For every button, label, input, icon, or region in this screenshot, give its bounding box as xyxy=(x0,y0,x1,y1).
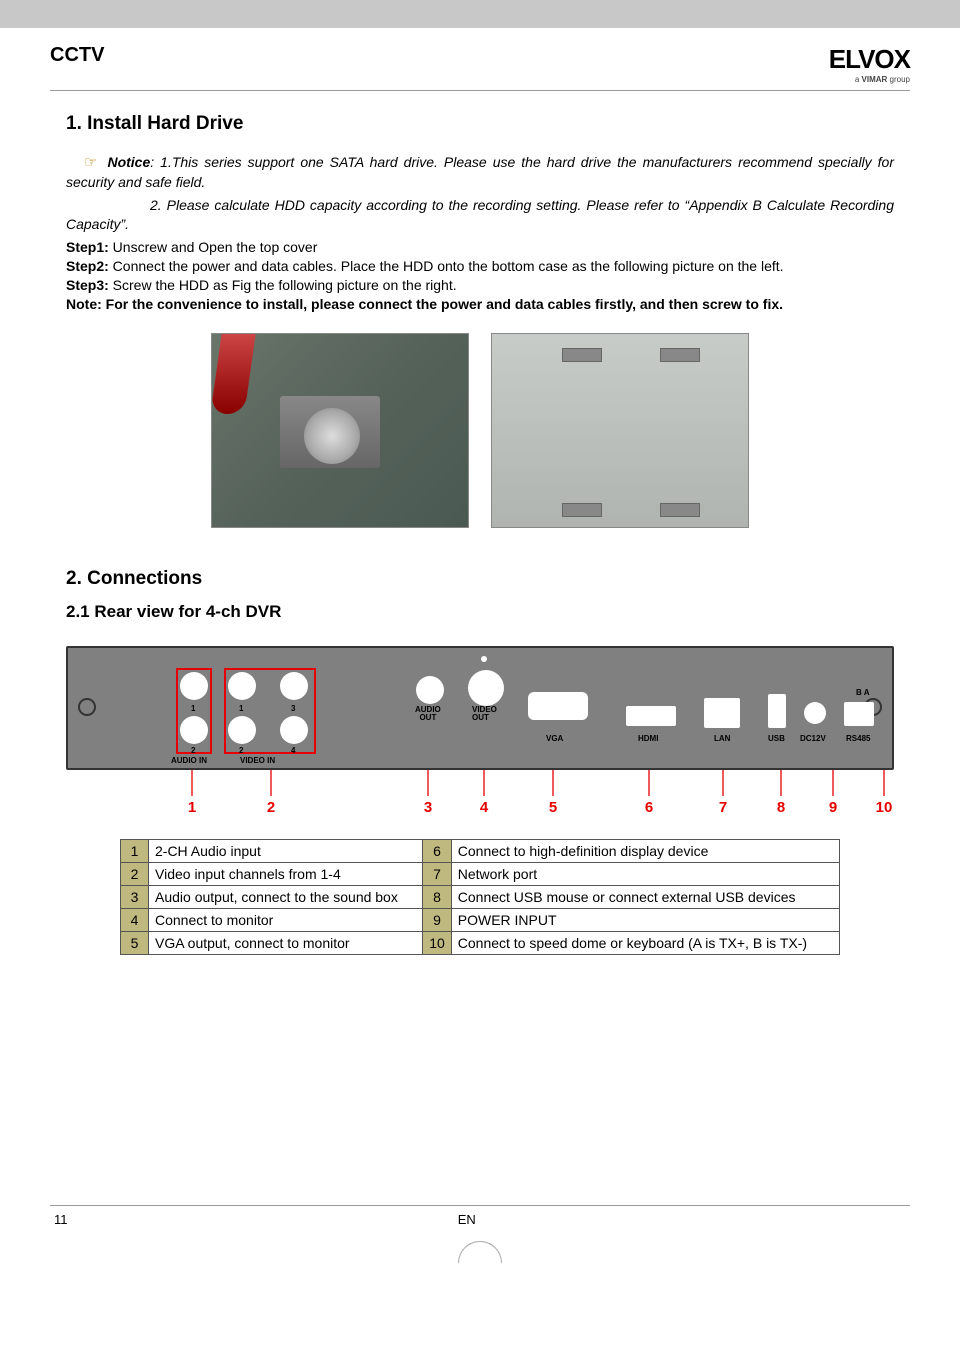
connector-dc xyxy=(804,702,826,724)
page-language: EN xyxy=(458,1212,476,1227)
table-row: 4Connect to monitor9POWER INPUT xyxy=(121,909,840,932)
label-2: 2 xyxy=(191,746,195,755)
page-arc-icon xyxy=(458,1241,502,1263)
svg-text:4: 4 xyxy=(480,799,489,816)
svg-text:8: 8 xyxy=(777,799,785,816)
port-number-cell: 2 xyxy=(121,863,149,886)
ports-table: 12-CH Audio input6Connect to high-defini… xyxy=(120,839,840,955)
port-number-cell: 9 xyxy=(423,909,452,932)
section-2-1-title: 2.1 Rear view for 4-ch DVR xyxy=(66,602,894,622)
photo-hdd-cables xyxy=(211,333,469,528)
doc-category: CCTV xyxy=(50,44,104,67)
rear-panel-figure: 1 2 AUDIO IN 1 3 2 4 VIDEO IN AUDIOOUT V… xyxy=(66,646,894,821)
svg-text:5: 5 xyxy=(549,799,557,816)
label-video-in: VIDEO IN xyxy=(240,756,275,765)
port-desc-cell: Audio output, connect to the sound box xyxy=(149,886,423,909)
brand-logo: ELVOX a VIMAR group xyxy=(829,44,910,84)
step-3: Step3: Screw the HDD as Fig the followin… xyxy=(66,276,894,295)
connector-usb xyxy=(768,694,786,728)
label-2b: 2 xyxy=(239,746,243,755)
photo-row xyxy=(66,333,894,528)
label-dc: DC12V xyxy=(800,734,826,743)
table-row: 5VGA output, connect to monitor10Connect… xyxy=(121,932,840,955)
connector-hdmi xyxy=(626,706,676,726)
port-number-cell: 6 xyxy=(423,840,452,863)
label-3: 3 xyxy=(291,704,295,713)
svg-text:2: 2 xyxy=(267,799,275,816)
step-1: Step1: Unscrew and Open the top cover xyxy=(66,238,894,257)
rear-panel: 1 2 AUDIO IN 1 3 2 4 VIDEO IN AUDIOOUT V… xyxy=(66,646,894,770)
connector-rs485 xyxy=(844,702,874,726)
port-desc-cell: POWER INPUT xyxy=(451,909,839,932)
window-titlebar xyxy=(0,0,960,28)
port-number-cell: 4 xyxy=(121,909,149,932)
svg-text:7: 7 xyxy=(719,799,727,816)
svg-text:3: 3 xyxy=(424,799,432,816)
connector-video-out xyxy=(468,670,504,706)
svg-text:9: 9 xyxy=(829,799,837,816)
table-row: 2Video input channels from 1-47Network p… xyxy=(121,863,840,886)
label-hdmi: HDMI xyxy=(638,734,658,743)
screw-hole-icon xyxy=(78,698,96,716)
port-desc-cell: Network port xyxy=(451,863,839,886)
slot-graphic xyxy=(660,348,700,362)
port-number-cell: 1 xyxy=(121,840,149,863)
label-ba: B A xyxy=(856,688,869,697)
section-1-title: 1. Install Hard Drive xyxy=(66,113,894,135)
port-number-cell: 10 xyxy=(423,932,452,955)
led-icon xyxy=(481,656,487,662)
port-desc-cell: Connect USB mouse or connect external US… xyxy=(451,886,839,909)
label-audio-in: AUDIO IN xyxy=(171,756,207,765)
slot-graphic xyxy=(660,503,700,517)
label-vga: VGA xyxy=(546,734,563,743)
port-number-cell: 5 xyxy=(121,932,149,955)
svg-text:1: 1 xyxy=(188,799,196,816)
label-lan: LAN xyxy=(714,734,730,743)
notice-2: xxxxxxxxxxxx2. Please calculate HDD capa… xyxy=(66,196,894,234)
page-header: CCTV ELVOX a VIMAR group xyxy=(0,28,960,90)
slot-graphic xyxy=(562,348,602,362)
page-footer: 11 EN xyxy=(0,1205,960,1263)
label-usb: USB xyxy=(768,734,785,743)
port-number-cell: 7 xyxy=(423,863,452,886)
connector-lan xyxy=(704,698,740,728)
connector-vga xyxy=(528,692,588,720)
logo-text: ELVOX xyxy=(829,44,910,75)
logo-subtext: a VIMAR group xyxy=(829,75,910,84)
svg-text:10: 10 xyxy=(876,799,893,816)
port-number-cell: 8 xyxy=(423,886,452,909)
label-audio-out: AUDIOOUT xyxy=(415,706,441,722)
section-2-title: 2. Connections xyxy=(66,568,894,590)
table-row: 3Audio output, connect to the sound box8… xyxy=(121,886,840,909)
page-content: 1. Install Hard Drive ☞ Notice: 1.This s… xyxy=(0,91,960,955)
connector-audio-out xyxy=(416,676,444,704)
photo-bottom-case xyxy=(491,333,749,528)
table-row: 12-CH Audio input6Connect to high-defini… xyxy=(121,840,840,863)
port-desc-cell: 2-CH Audio input xyxy=(149,840,423,863)
port-desc-cell: Video input channels from 1-4 xyxy=(149,863,423,886)
port-desc-cell: VGA output, connect to monitor xyxy=(149,932,423,955)
label-rs485: RS485 xyxy=(846,734,870,743)
port-number-cell: 3 xyxy=(121,886,149,909)
cable-graphic xyxy=(210,334,255,414)
svg-text:6: 6 xyxy=(645,799,653,816)
label-video-out: VIDEOOUT xyxy=(472,706,497,722)
hand-icon: ☞ xyxy=(84,154,97,171)
notice-1: ☞ Notice: 1.This series support one SATA… xyxy=(66,153,894,192)
page-number: 11 xyxy=(54,1212,68,1227)
label-4: 4 xyxy=(291,746,295,755)
install-note: Note: For the convenience to install, pl… xyxy=(66,295,894,314)
slot-graphic xyxy=(562,503,602,517)
step-2: Step2: Connect the power and data cables… xyxy=(66,257,894,276)
port-desc-cell: Connect to monitor xyxy=(149,909,423,932)
callout-lines: 1 2 3 4 5 6 7 8 9 10 xyxy=(66,770,894,816)
port-desc-cell: Connect to speed dome or keyboard (A is … xyxy=(451,932,839,955)
label-1: 1 xyxy=(191,704,195,713)
label-1b: 1 xyxy=(239,704,243,713)
port-desc-cell: Connect to high-definition display devic… xyxy=(451,840,839,863)
